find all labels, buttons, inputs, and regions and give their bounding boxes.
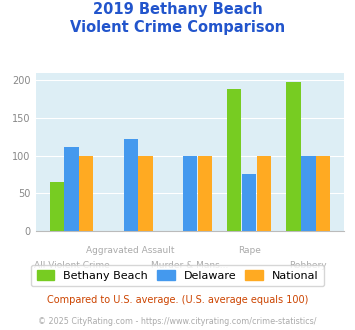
Bar: [183, 155, 197, 231]
Bar: [138, 155, 153, 231]
Bar: [301, 155, 316, 231]
Text: Robbery: Robbery: [290, 261, 327, 270]
Text: Compared to U.S. average. (U.S. average equals 100): Compared to U.S. average. (U.S. average …: [47, 295, 308, 305]
Bar: [64, 147, 78, 231]
Text: All Violent Crime: All Violent Crime: [34, 261, 109, 270]
Bar: [50, 182, 64, 231]
Bar: [227, 89, 241, 231]
Legend: Bethany Beach, Delaware, National: Bethany Beach, Delaware, National: [31, 265, 324, 286]
Bar: [198, 155, 212, 231]
Bar: [286, 82, 301, 231]
Bar: [79, 155, 93, 231]
Bar: [257, 155, 271, 231]
Bar: [242, 175, 256, 231]
Text: © 2025 CityRating.com - https://www.cityrating.com/crime-statistics/: © 2025 CityRating.com - https://www.city…: [38, 317, 317, 326]
Text: Murder & Mans...: Murder & Mans...: [151, 261, 229, 270]
Text: 2019 Bethany Beach: 2019 Bethany Beach: [93, 2, 262, 16]
Text: Aggravated Assault: Aggravated Assault: [86, 246, 175, 255]
Text: Rape: Rape: [238, 246, 261, 255]
Text: Violent Crime Comparison: Violent Crime Comparison: [70, 20, 285, 35]
Bar: [316, 155, 330, 231]
Bar: [124, 139, 138, 231]
